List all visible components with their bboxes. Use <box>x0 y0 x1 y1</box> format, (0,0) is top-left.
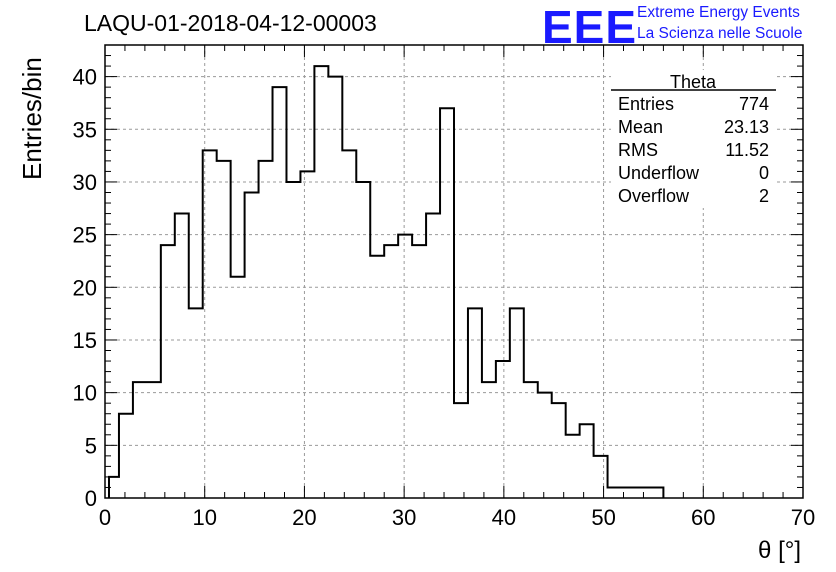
stats-row-label: RMS <box>618 140 658 160</box>
histogram-bin <box>454 403 468 498</box>
histogram-bin <box>217 161 231 498</box>
histogram-bin <box>482 382 496 498</box>
histogram-bin <box>608 487 622 498</box>
stats-title: Theta <box>670 72 717 92</box>
histogram-bin <box>566 435 580 498</box>
y-tick-label: 15 <box>73 328 97 353</box>
histogram-bin <box>119 414 133 498</box>
histogram-bin <box>231 277 245 498</box>
logo-line-1: Extreme Energy Events <box>637 4 800 21</box>
x-tick-label: 0 <box>99 505 111 530</box>
histogram-bin <box>259 161 273 498</box>
eee-logo: EEE <box>542 1 638 53</box>
x-tick-label: 70 <box>791 505 815 530</box>
stats-row-value: 11.52 <box>725 140 769 160</box>
histogram-bin <box>245 192 259 498</box>
histogram-bin <box>314 66 328 498</box>
x-tick-label: 40 <box>492 505 516 530</box>
histogram-bin <box>300 171 314 498</box>
y-tick-label: 35 <box>73 117 97 142</box>
stats-row-label: Mean <box>618 117 663 137</box>
y-tick-label: 0 <box>85 486 97 511</box>
x-tick-label: 20 <box>292 505 316 530</box>
stats-row-value: 774 <box>739 94 769 114</box>
histogram-bin <box>147 382 161 498</box>
histogram-bin <box>398 235 412 498</box>
stats-box-background <box>611 70 776 208</box>
y-tick-label: 10 <box>73 381 97 406</box>
y-tick-label: 40 <box>73 65 97 90</box>
stats-box: Theta Entries 774 Mean 23.13 RMS 11.52 Underfl… <box>611 70 776 208</box>
y-tick-label: 20 <box>73 275 97 300</box>
stats-row-label: Underflow <box>618 163 700 183</box>
histogram-bin <box>496 361 510 498</box>
stats-row-value: 0 <box>759 163 769 183</box>
histogram-bin <box>273 87 287 498</box>
stats-row-value: 2 <box>759 186 769 206</box>
y-tick-label: 30 <box>73 170 97 195</box>
stats-row-label: Overflow <box>618 186 690 206</box>
histogram-bin <box>635 487 649 498</box>
histogram-bin <box>203 150 217 498</box>
x-tick-label: 60 <box>691 505 715 530</box>
histogram-bin <box>356 182 370 498</box>
histogram-bin <box>161 245 175 498</box>
histogram-bin <box>468 308 482 498</box>
histogram-bin <box>538 393 552 498</box>
x-axis-label: θ [°] <box>758 537 801 564</box>
x-tick-label: 30 <box>392 505 416 530</box>
y-tick-label: 25 <box>73 223 97 248</box>
stats-row-label: Entries <box>618 94 674 114</box>
plot-frame <box>104 44 804 499</box>
histogram-outline <box>107 65 665 498</box>
histogram-bin <box>594 456 608 498</box>
x-tick-label: 50 <box>591 505 615 530</box>
histogram-bin <box>580 424 594 498</box>
histogram-bin <box>189 308 203 498</box>
y-tick-label: 5 <box>85 433 97 458</box>
histogram-bin <box>552 403 566 498</box>
histogram-bin <box>524 382 538 498</box>
chart-title: LAQU-01-2018-04-12-00003 <box>84 10 377 36</box>
logo-line-2: La Scienza nelle Scuole <box>637 25 803 42</box>
histogram-bin <box>440 108 454 498</box>
histogram-bin <box>133 382 147 498</box>
histogram-bin <box>384 245 398 498</box>
stats-row-value: 23.13 <box>724 117 769 137</box>
histogram-bin <box>370 256 384 498</box>
histogram-bin <box>342 150 356 498</box>
histogram-bin <box>426 214 440 498</box>
x-tick-label: 10 <box>192 505 216 530</box>
histogram-bars <box>107 65 665 498</box>
histogram-bin <box>175 214 189 498</box>
histogram-bin <box>510 308 524 498</box>
histogram-bin <box>328 77 342 498</box>
histogram-bin <box>286 182 300 498</box>
y-axis-label: Entries/bin <box>17 57 47 180</box>
histogram-bin <box>649 487 663 498</box>
histogram-bin <box>412 245 426 498</box>
